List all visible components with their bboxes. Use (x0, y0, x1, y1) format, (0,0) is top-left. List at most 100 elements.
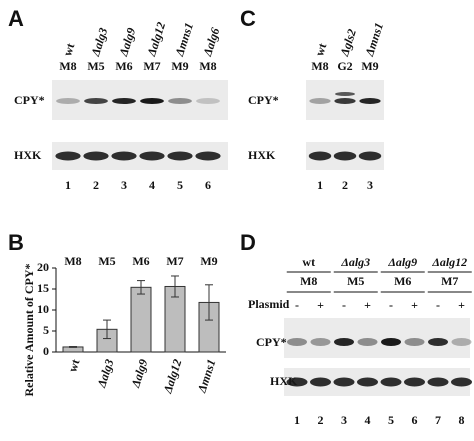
blot (284, 318, 470, 358)
row-label: HXK (14, 148, 42, 162)
y-tick-label: 5 (43, 323, 49, 337)
lane-number: 3 (367, 178, 373, 192)
strain-label: Δalg9 (387, 255, 417, 269)
lane-number: 2 (93, 178, 99, 192)
band (139, 151, 165, 161)
mutant-label: G2 (337, 59, 352, 73)
strain-label: Δmns1 (172, 21, 196, 59)
plasmid-sign: - (436, 298, 440, 312)
mutant-label: M6 (115, 59, 132, 73)
lane-number: 6 (205, 178, 211, 192)
strain-label: wt (312, 41, 329, 57)
mutant-label: M8 (59, 59, 76, 73)
mutant-label: M7 (143, 59, 160, 73)
band (308, 151, 332, 161)
plasmid-sign: + (458, 298, 465, 312)
lane-number: 3 (341, 413, 347, 427)
plasmid-sign: - (342, 298, 346, 312)
band (111, 151, 137, 161)
plasmid-sign: + (317, 298, 324, 312)
band (55, 151, 81, 161)
band (359, 98, 381, 104)
band (334, 338, 354, 346)
mutant-label: M5 (347, 274, 364, 288)
lane-number: 4 (149, 178, 155, 192)
band (333, 151, 357, 161)
row-label: HXK (248, 148, 276, 162)
y-tick-label: 15 (37, 281, 49, 295)
lane-number: 5 (177, 178, 183, 192)
x-tick-label: Δmns1 (194, 357, 218, 395)
plasmid-sign: - (295, 298, 299, 312)
panel-letter: B (8, 230, 24, 255)
band (310, 377, 331, 387)
mutant-label: M8 (64, 254, 81, 268)
band (357, 338, 378, 346)
band (286, 377, 308, 387)
band (358, 151, 382, 161)
x-tick-label: Δalg12 (160, 357, 184, 395)
row-label: CPY* (256, 335, 287, 349)
panel-letter: D (240, 230, 256, 255)
lane-number: 2 (342, 178, 348, 192)
strain-label: Δgls2 (337, 27, 359, 58)
bar (130, 286, 152, 353)
band (84, 98, 108, 104)
strain-label: Δalg9 (116, 26, 139, 59)
mutant-label: M7 (441, 274, 458, 288)
mutant-label: M9 (171, 59, 188, 73)
band (451, 338, 472, 346)
strain-label: wt (302, 255, 315, 269)
band (83, 151, 109, 161)
band (309, 98, 331, 104)
plasmid-label: Plasmid (248, 297, 290, 311)
band (404, 377, 425, 387)
band (428, 338, 448, 346)
band (287, 338, 307, 346)
strain-label: Δalg3 (88, 26, 111, 59)
band (451, 377, 472, 387)
band (335, 92, 355, 96)
lane-number: 4 (365, 413, 371, 427)
mutant-label: M9 (361, 59, 378, 73)
strain-label: Δalg3 (340, 255, 370, 269)
mutant-label: M6 (394, 274, 411, 288)
lane-number: 2 (318, 413, 324, 427)
band (140, 98, 164, 104)
band (333, 377, 355, 387)
lane-number: 8 (459, 413, 465, 427)
mutant-label: M8 (199, 59, 216, 73)
plasmid-sign: + (364, 298, 371, 312)
band (380, 377, 402, 387)
blot (52, 80, 228, 120)
lane-number: 1 (317, 178, 323, 192)
mutant-label: M9 (200, 254, 217, 268)
band (168, 98, 192, 104)
row-label: CPY* (14, 93, 45, 107)
x-tick-label: wt (65, 357, 82, 373)
band (167, 151, 193, 161)
band (381, 338, 401, 346)
plasmid-sign: - (389, 298, 393, 312)
band (112, 98, 136, 104)
panel-letter: A (8, 6, 24, 31)
band (334, 98, 356, 104)
lane-number: 3 (121, 178, 127, 192)
y-axis-title: Relative Amount of CPY* (22, 264, 36, 397)
y-tick-label: 10 (37, 302, 49, 316)
band (56, 98, 80, 104)
y-tick-label: 20 (37, 260, 49, 274)
mutant-label: M5 (98, 254, 115, 268)
mutant-label: M5 (87, 59, 104, 73)
x-tick-label: Δalg3 (94, 357, 117, 390)
y-tick-label: 0 (43, 344, 49, 358)
band (196, 98, 220, 104)
band (195, 151, 221, 161)
strain-label: wt (60, 41, 77, 57)
plasmid-sign: + (411, 298, 418, 312)
strain-label: Δmns1 (362, 21, 386, 59)
row-label: CPY* (248, 93, 279, 107)
mutant-label: M7 (166, 254, 183, 268)
mutant-label: M8 (311, 59, 328, 73)
